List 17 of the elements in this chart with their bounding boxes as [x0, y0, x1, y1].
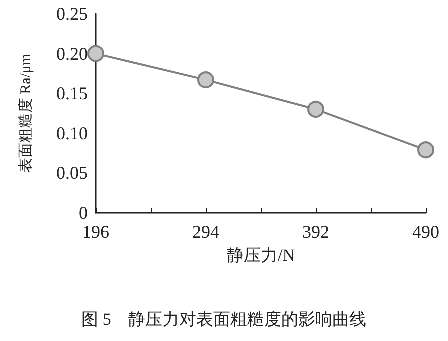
- x-tick-label: 196: [82, 222, 110, 242]
- point: [88, 45, 104, 62]
- y-axis-title: 表面粗糙度 Ra/μm: [18, 54, 34, 174]
- y-tick-label: 0.25: [56, 4, 88, 24]
- caption: 图 5 静压力对表面粗糙度的影响曲线: [82, 310, 366, 329]
- y-tick-label: 0.10: [56, 123, 88, 144]
- y-tick-label: 0.15: [56, 84, 88, 104]
- x-axis-title: 静压力/N: [227, 246, 295, 265]
- y-tick-label: 0.05: [56, 163, 88, 184]
- x-tick-label: 392: [302, 222, 330, 242]
- point: [308, 101, 324, 118]
- point: [418, 142, 434, 159]
- point: [198, 72, 214, 89]
- x-tick-label: 490: [412, 222, 440, 242]
- y-tick-label: 0: [79, 203, 88, 223]
- x-tick-label: 294: [192, 222, 220, 242]
- y-tick-label: 0.20: [56, 44, 88, 64]
